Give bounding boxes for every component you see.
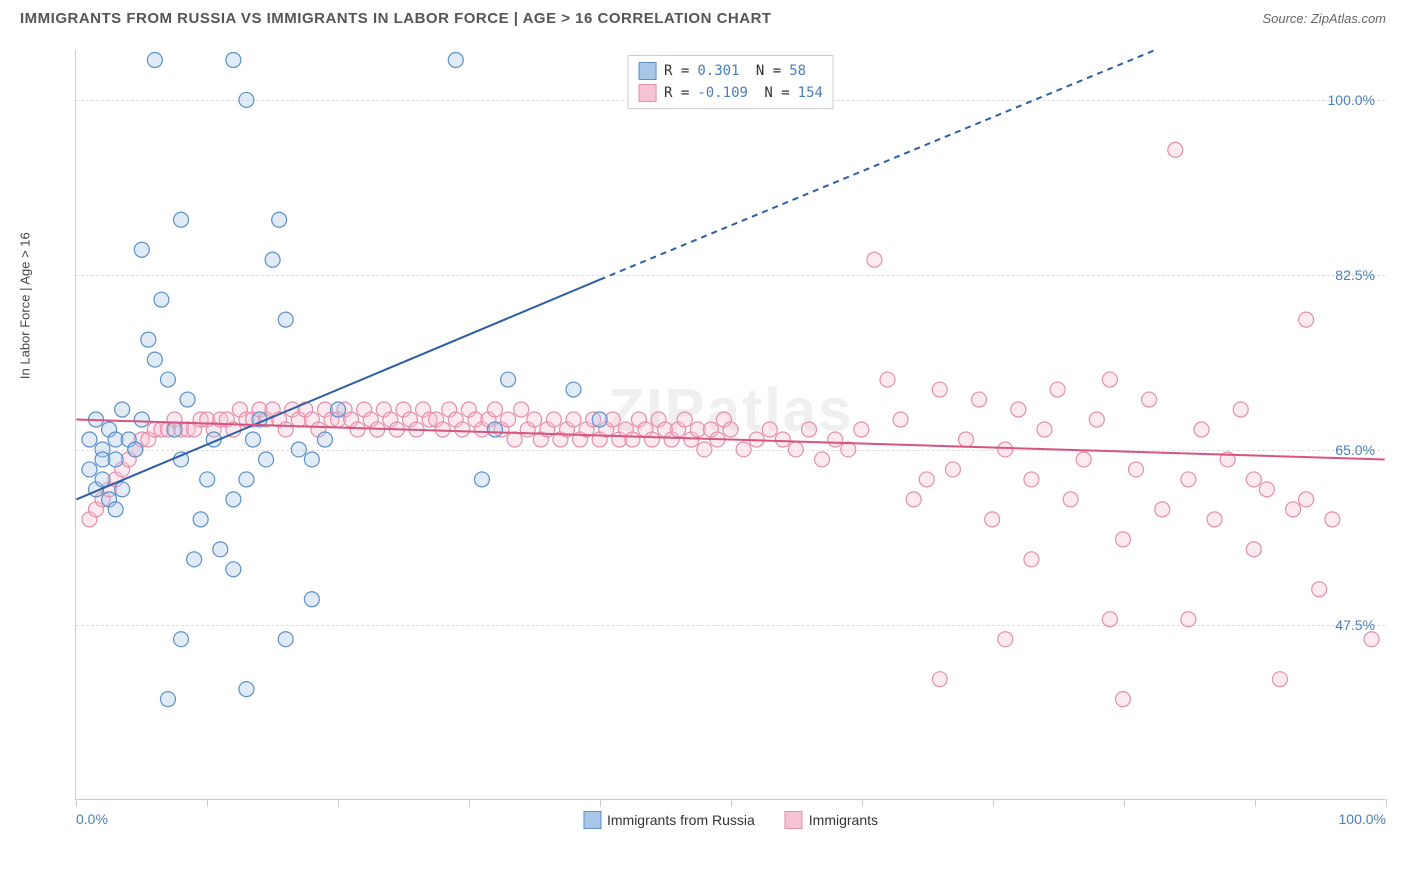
plot-svg <box>76 50 1385 799</box>
xtick-label: 100.0% <box>1339 811 1386 827</box>
swatch-icon <box>638 84 656 102</box>
swatch-icon <box>785 811 803 829</box>
r-value: -0.109 <box>697 85 748 101</box>
series-name: Immigrants <box>809 812 878 828</box>
xtick <box>338 799 339 807</box>
r-value: 0.301 <box>697 63 739 79</box>
xtick-label: 0.0% <box>76 811 108 827</box>
xtick <box>862 799 863 807</box>
swatch-icon <box>638 62 656 80</box>
xtick <box>469 799 470 807</box>
legend-row-1: R = -0.109 N = 154 <box>638 82 823 104</box>
chart-container: In Labor Force | Age > 16 ZIPatlas R = 0… <box>45 50 1385 840</box>
xtick <box>1124 799 1125 807</box>
swatch-icon <box>583 811 601 829</box>
xtick <box>731 799 732 807</box>
y-axis-label: In Labor Force | Age > 16 <box>18 232 33 379</box>
stats-legend: R = 0.301 N = 58 R = -0.109 N = 154 <box>627 55 834 109</box>
series-name: Immigrants from Russia <box>607 812 755 828</box>
n-value: 58 <box>789 63 806 79</box>
source-label: Source: ZipAtlas.com <box>1262 11 1386 26</box>
n-label: N = <box>748 63 782 79</box>
xtick <box>1255 799 1256 807</box>
chart-title: IMMIGRANTS FROM RUSSIA VS IMMIGRANTS IN … <box>20 10 772 27</box>
r-label: R = <box>664 85 689 101</box>
plot-area: ZIPatlas R = 0.301 N = 58 R = -0.109 N =… <box>75 50 1385 800</box>
legend-item-1: Immigrants <box>785 811 878 829</box>
legend-item-0: Immigrants from Russia <box>583 811 755 829</box>
bottom-legend: Immigrants from Russia Immigrants <box>583 811 878 829</box>
r-label: R = <box>664 63 689 79</box>
xtick <box>600 799 601 807</box>
xtick <box>207 799 208 807</box>
xtick <box>1386 799 1387 807</box>
xtick <box>76 799 77 807</box>
n-value: 154 <box>798 85 823 101</box>
n-label: N = <box>756 85 790 101</box>
xtick <box>993 799 994 807</box>
legend-row-0: R = 0.301 N = 58 <box>638 60 823 82</box>
